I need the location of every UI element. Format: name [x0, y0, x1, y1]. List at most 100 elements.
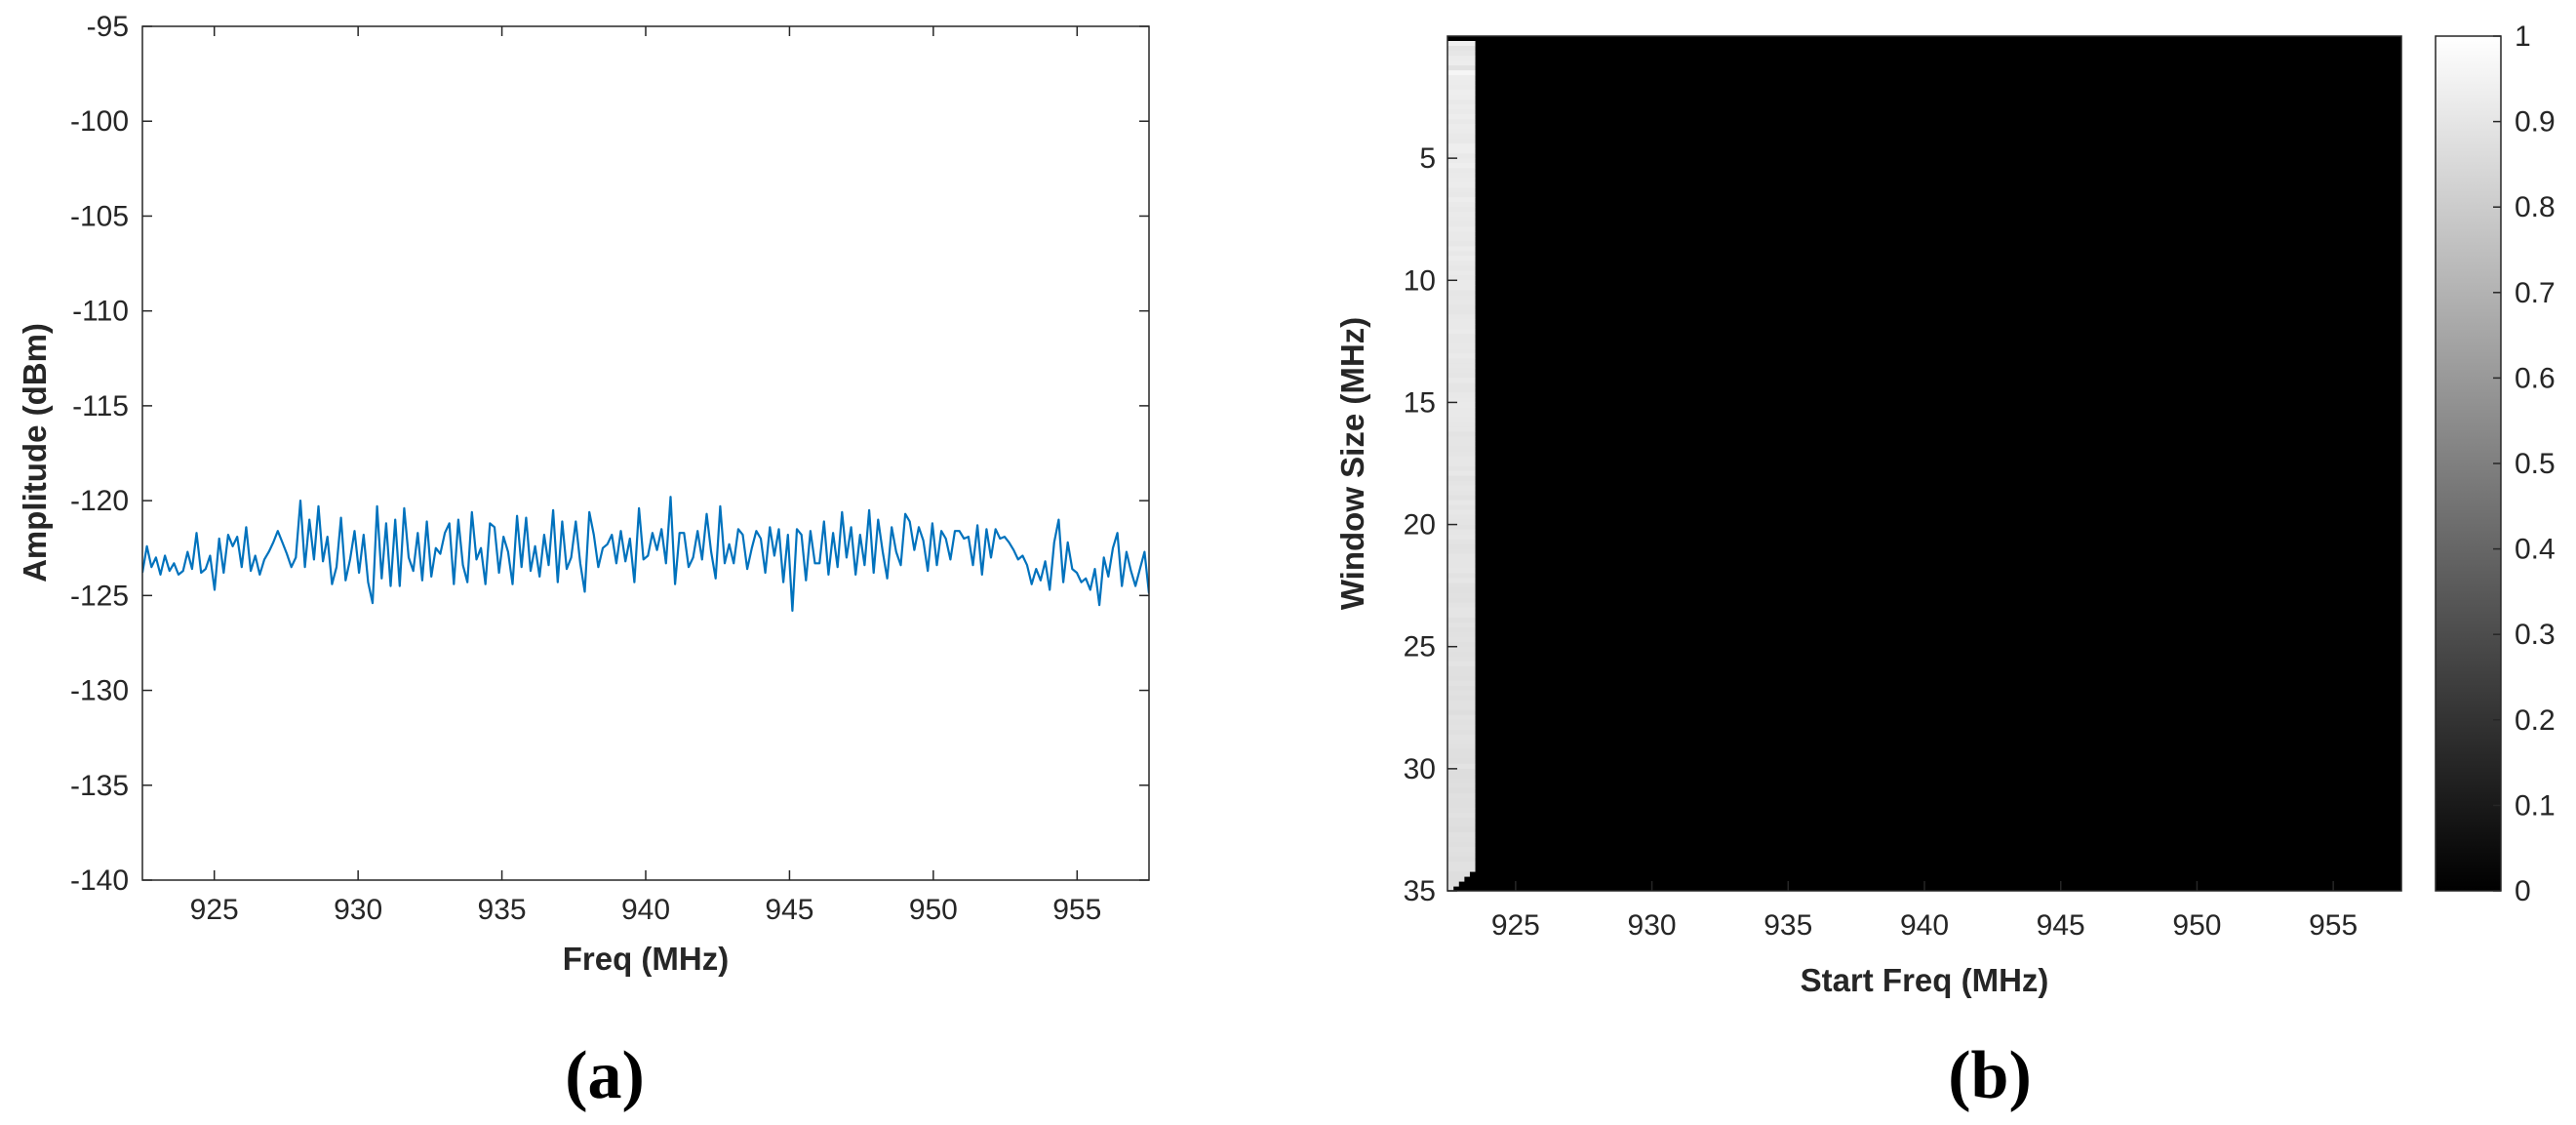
heatmap-invalid-region: [1447, 36, 2401, 891]
heatmap-cell: [1447, 797, 1476, 804]
heatmap-cell: [1447, 880, 1459, 887]
heatmap-cell: [1447, 636, 1476, 643]
heatmap-cell: [1447, 670, 1476, 677]
heatmap-cell: [1447, 753, 1476, 760]
heatmap-cell: [1447, 763, 1476, 770]
heatmap-cell: [1447, 202, 1476, 208]
heatmap-cell: [1447, 861, 1476, 867]
colorbar-tick-label: 1: [2515, 20, 2531, 53]
heatmap-cell: [1447, 41, 1476, 47]
heatmap-cell: [1447, 231, 1476, 237]
heatmap-cell: [1447, 768, 1476, 775]
heatmap-cell: [1447, 709, 1476, 716]
x-tick-label-a: 930: [334, 894, 382, 926]
heatmap-cell: [1447, 51, 1476, 57]
heatmap-cell: [1447, 109, 1476, 115]
heatmap-cell: [1447, 680, 1476, 687]
heatmap-cell: [1447, 470, 1476, 477]
heatmap-cell: [1447, 382, 1476, 389]
plot-a-background: [142, 26, 1149, 880]
heatmap-cell: [1447, 100, 1476, 105]
colorbar-tick-label: 0.2: [2515, 704, 2556, 737]
heatmap-cell: [1447, 197, 1476, 203]
heatmap-cell: [1447, 602, 1476, 609]
heatmap-cell: [1447, 675, 1476, 682]
heatmap-cell: [1447, 309, 1476, 315]
heatmap-cell: [1447, 80, 1476, 86]
x-tick-label-a: 925: [190, 894, 239, 926]
heatmap-cell: [1447, 187, 1476, 193]
heatmap-cell: [1447, 426, 1476, 433]
heatmap-cell: [1447, 319, 1476, 325]
x-tick-label-a: 955: [1052, 894, 1101, 926]
heatmap-cell: [1447, 256, 1476, 261]
heatmap-cell: [1447, 339, 1476, 344]
colorbar-tick-label: 0.9: [2515, 106, 2556, 139]
x-tick-label-a: 945: [765, 894, 813, 926]
heatmap-cell: [1447, 495, 1476, 502]
colorbar-tick-label: 0.3: [2515, 619, 2556, 651]
heatmap-cell: [1447, 324, 1476, 330]
heatmap-cell: [1447, 285, 1476, 291]
heatmap-cell: [1447, 95, 1476, 100]
y-axis-ticks-a: -95 -100 -105 -110 -115 -120 -125 -130 -135 -140: [70, 11, 1149, 897]
heatmap-cell: [1447, 70, 1476, 76]
x-axis-label-a: Freq (MHz): [563, 941, 729, 977]
heatmap-cell: [1447, 641, 1476, 648]
y-tick-label-b: 35: [1404, 875, 1436, 907]
heatmap-cell: [1447, 168, 1476, 174]
heatmap-cell: [1447, 509, 1476, 516]
heatmap-cell: [1447, 119, 1476, 125]
y-tick-label-a: -135: [70, 770, 129, 802]
x-tick-label-b: 940: [1900, 909, 1949, 942]
colorbar-tick-label: 0: [2515, 875, 2531, 907]
x-tick-label-b: 950: [2172, 909, 2221, 942]
heatmap-cell: [1447, 124, 1476, 130]
heatmap-cell: [1447, 865, 1476, 872]
heatmap-top-row: [1447, 36, 2401, 41]
heatmap-cell: [1447, 392, 1476, 399]
heatmap-cell: [1447, 300, 1476, 305]
heatmap-cell: [1447, 597, 1476, 604]
heatmap-cell: [1447, 217, 1476, 222]
heatmap-cell: [1447, 739, 1476, 745]
heatmap-cell: [1447, 822, 1476, 828]
heatmap-cell: [1447, 207, 1476, 213]
heatmap-cell: [1447, 500, 1476, 506]
heatmap-cell: [1447, 422, 1476, 428]
heatmap-cell: [1447, 583, 1476, 589]
y-tick-label-b: 10: [1404, 264, 1436, 297]
heatmap-cell: [1447, 212, 1476, 218]
panel-label-a: (a): [565, 1038, 645, 1113]
heatmap-cell: [1447, 373, 1476, 379]
heatmap-cell: [1447, 46, 1476, 52]
heatmap-cell: [1447, 329, 1476, 335]
heatmap-cell: [1447, 558, 1476, 565]
heatmap-cells: [1447, 36, 2401, 892]
heatmap-cell: [1447, 685, 1476, 692]
heatmap-cell: [1447, 114, 1476, 120]
heatmap-cell: [1447, 578, 1476, 584]
x-tick-label-b: 935: [1764, 909, 1812, 942]
heatmap-cell: [1447, 134, 1476, 140]
heatmap-cell: [1447, 539, 1476, 545]
heatmap-cell: [1447, 573, 1476, 580]
heatmap-cell: [1447, 812, 1476, 819]
y-tick-label-b: 15: [1404, 386, 1436, 419]
heatmap-cell: [1447, 475, 1476, 482]
heatmap-cell: [1447, 646, 1476, 653]
y-axis-ticks-b: 5 10 15 20 25 30 35: [1404, 142, 1457, 907]
panel-label-b: (b): [1948, 1038, 2032, 1113]
x-tick-label-b: 930: [1628, 909, 1677, 942]
heatmap-cell: [1447, 436, 1476, 443]
colorbar-tick-label: 0.4: [2515, 534, 2556, 566]
heatmap-cell: [1447, 700, 1476, 706]
colorbar: [2435, 35, 2502, 892]
heatmap-cell: [1447, 841, 1476, 848]
heatmap-cell: [1447, 251, 1476, 257]
heatmap-cell: [1447, 261, 1476, 266]
heatmap-cell: [1447, 734, 1476, 741]
heatmap-cell: [1447, 334, 1476, 340]
heatmap-cell: [1447, 534, 1476, 541]
heatmap-cell: [1447, 622, 1476, 628]
